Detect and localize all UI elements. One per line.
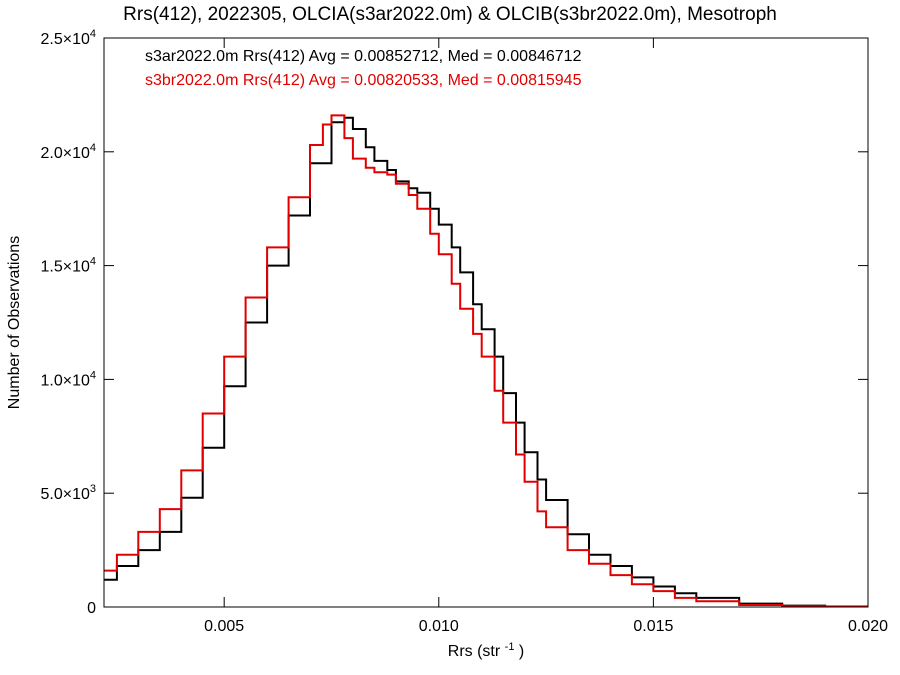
x-tick-label: 0.010 xyxy=(419,618,459,635)
y-axis-ticks: 0 5.0×103 1.0×104 1.5×104 2.0×104 2.5×104 xyxy=(40,28,868,617)
plot-frame xyxy=(103,37,869,608)
x-axis-ticks: 0.005 0.010 0.015 0.020 xyxy=(204,38,888,635)
x-tick-label: 0.015 xyxy=(633,618,673,635)
x-axis-label-superscript: -1 xyxy=(505,641,515,653)
x-axis-label-close: ) xyxy=(519,643,524,660)
y-tick-label: 0 xyxy=(87,600,96,617)
series-layer xyxy=(104,114,868,607)
y-tick-label: 5.0×103 xyxy=(40,483,96,503)
y-axis-label: Number of Observations xyxy=(6,236,23,409)
legend-entry-1: s3ar2022.0m Rrs(412) Avg = 0.00852712, M… xyxy=(145,48,582,65)
x-tick-label: 0.020 xyxy=(848,618,888,635)
x-tick-label: 0.005 xyxy=(204,618,244,635)
y-tick-label: 1.0×104 xyxy=(40,369,96,389)
histogram-series-1 xyxy=(104,116,868,607)
legend: s3ar2022.0m Rrs(412) Avg = 0.00852712, M… xyxy=(145,48,582,89)
legend-entry-2: s3br2022.0m Rrs(412) Avg = 0.00820533, M… xyxy=(145,72,582,89)
x-axis-label: Rrs (str -1 ) xyxy=(448,637,524,660)
histogram-series-2 xyxy=(104,114,868,607)
y-tick-label: 2.0×104 xyxy=(40,142,96,162)
chart-title: Rrs(412), 2022305, OLCIA(s3ar2022.0m) & … xyxy=(123,4,777,25)
y-tick-label: 1.5×104 xyxy=(40,256,96,276)
x-axis-label-main: Rrs (str xyxy=(448,643,501,660)
y-tick-label: 2.5×104 xyxy=(40,28,96,48)
